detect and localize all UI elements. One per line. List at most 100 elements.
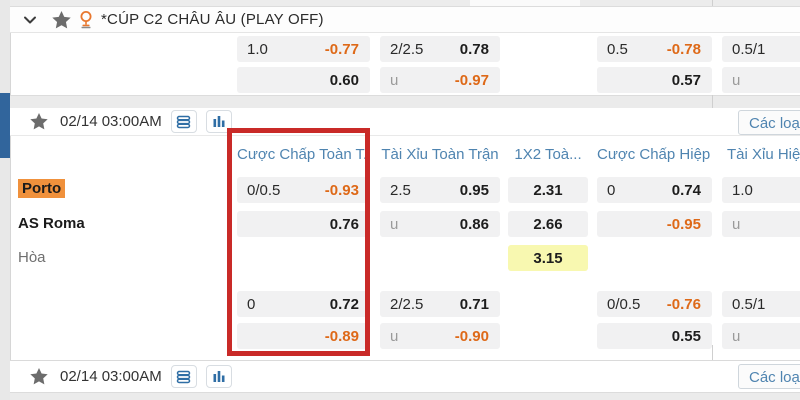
bet-types-button-top[interactable]: Các loại cược <box>738 110 800 135</box>
odds-cell[interactable]: 2/2.5 0.78 <box>380 36 500 62</box>
odds-value: -0.89 <box>324 327 359 345</box>
column-divider <box>712 345 713 360</box>
match-bar-top: 02/14 03:00AM <box>10 108 800 136</box>
odds-value: -0.78 <box>666 40 701 58</box>
cutoff-row-sliver: 3.45 <box>10 0 800 6</box>
match-datetime: 02/14 03:00AM <box>60 368 162 385</box>
odds-line: 2/2.5 <box>390 40 424 58</box>
odds-cell-home-overunder-h1[interactable]: 1.0 <box>722 177 800 203</box>
odds-cell-home-handicap-h1[interactable]: 0 0.74 <box>597 177 712 203</box>
favorite-star-icon[interactable] <box>30 368 48 385</box>
favorite-star-icon[interactable] <box>30 113 48 130</box>
column-header-overunder-ft: Tài Xỉu Toàn Trận <box>381 146 499 163</box>
stack-icon <box>177 370 191 383</box>
odds-cell[interactable]: 0/0.5 -0.76 <box>597 291 712 317</box>
odds-cell-away-handicap-h1[interactable]: -0.95 <box>597 211 712 237</box>
column-header-1x2-ft: 1X2 Toà... <box>514 146 582 163</box>
odds-value: 0.78 <box>459 40 489 58</box>
odds-value: 2.31 <box>533 181 563 199</box>
chevron-down-icon[interactable] <box>22 12 38 28</box>
column-header-overunder-h1: Tài Xỉu Hiệp 1 <box>727 146 800 163</box>
away-team-name: AS Roma <box>18 215 85 232</box>
cutoff-odds-value: 3.45 <box>470 0 580 6</box>
odds-value: -0.95 <box>666 215 701 233</box>
odds-cell-away-1x2[interactable]: 2.66 <box>508 211 588 237</box>
odds-value: 0.72 <box>329 295 359 313</box>
odds-line: u <box>732 71 741 89</box>
odds-value: 0.86 <box>459 215 489 233</box>
odds-line: u <box>390 327 399 345</box>
match-bar-bottom: 02/14 03:00AM <box>10 360 800 393</box>
left-scrollbar-thumb[interactable] <box>0 93 10 158</box>
odds-value: 0.57 <box>671 71 701 89</box>
odds-line: 1.0 <box>732 181 753 199</box>
column-divider <box>712 95 713 108</box>
odds-line: 0.5/1 <box>732 295 766 313</box>
column-header-handicap-h1: Cược Chấp Hiệp 1 <box>597 146 712 163</box>
europa-league-trophy-icon <box>79 10 93 29</box>
odds-cell-home-handicap[interactable]: 0/0.5 -0.93 <box>237 177 370 203</box>
odds-value: -0.93 <box>324 181 359 199</box>
odds-line: u <box>732 215 741 233</box>
odds-cell[interactable]: 0.5/1 <box>722 291 800 317</box>
bar-chart-icon <box>213 371 225 382</box>
bottom-band <box>10 392 800 400</box>
parlay-stack-icon-button[interactable] <box>170 365 197 388</box>
stats-chart-icon-button[interactable] <box>205 365 232 388</box>
odds-value: 0.76 <box>329 215 359 233</box>
odds-value: -0.97 <box>454 71 489 89</box>
league-title: *CÚP C2 CHÂU ÂU (PLAY OFF) <box>101 11 324 28</box>
odds-value: -0.90 <box>454 327 489 345</box>
odds-line: 2/2.5 <box>390 295 424 313</box>
stats-chart-icon-button[interactable] <box>205 110 232 133</box>
odds-line: 0/0.5 <box>247 181 281 199</box>
draw-label: Hòa <box>18 249 46 266</box>
odds-cell[interactable]: 0 0.72 <box>237 291 370 317</box>
odds-cell[interactable]: 2/2.5 0.71 <box>380 291 500 317</box>
odds-line: u <box>390 215 399 233</box>
odds-cell[interactable]: -0.89 <box>237 323 370 349</box>
odds-cell[interactable]: u -0.90 <box>380 323 500 349</box>
odds-cell[interactable]: 1.0 -0.77 <box>237 36 370 62</box>
odds-cell-away-handicap[interactable]: 0.76 <box>237 211 370 237</box>
column-header-handicap-ft: Cược Chấp Toàn T... <box>237 146 370 163</box>
odds-cell[interactable]: 0.60 <box>237 67 370 93</box>
odds-line: 1.0 <box>247 40 268 58</box>
odds-line: 0 <box>607 181 616 199</box>
odds-cell[interactable]: u <box>722 323 800 349</box>
parlay-stack-icon-button[interactable] <box>170 110 197 133</box>
odds-value: -0.77 <box>324 40 359 58</box>
odds-line: 0 <box>247 295 256 313</box>
odds-value: 3.15 <box>533 249 563 267</box>
odds-cell-away-overunder-h1[interactable]: u <box>722 211 800 237</box>
odds-cell[interactable]: u -0.97 <box>380 67 500 93</box>
league-header-bar: *CÚP C2 CHÂU ÂU (PLAY OFF) <box>10 6 800 33</box>
odds-cell[interactable]: 0.5 -0.78 <box>597 36 712 62</box>
odds-cell[interactable]: 0.5/1 <box>722 36 800 62</box>
odds-value: 0.71 <box>459 295 489 313</box>
odds-line: 0.5 <box>607 40 628 58</box>
odds-cell-home-1x2[interactable]: 2.31 <box>508 177 588 203</box>
odds-cell-away-overunder[interactable]: u 0.86 <box>380 211 500 237</box>
odds-value: 0.74 <box>671 181 701 199</box>
column-divider <box>712 0 713 6</box>
odds-value: 0.60 <box>329 71 359 89</box>
odds-line: 2.5 <box>390 181 411 199</box>
bet-types-button-bottom[interactable]: Các loại cược <box>738 364 800 389</box>
odds-line: u <box>390 71 399 89</box>
match-datetime: 02/14 03:00AM <box>60 113 162 130</box>
left-scrollbar-track[interactable] <box>0 0 11 400</box>
odds-cell-home-overunder[interactable]: 2.5 0.95 <box>380 177 500 203</box>
odds-cell[interactable]: 0.55 <box>597 323 712 349</box>
stack-icon <box>177 115 191 128</box>
league-star-icon[interactable] <box>52 10 71 29</box>
odds-line: 0/0.5 <box>607 295 641 313</box>
bar-chart-icon <box>213 116 225 127</box>
odds-value: 2.66 <box>533 215 563 233</box>
odds-cell[interactable]: 0.57 <box>597 67 712 93</box>
home-team-name: Porto <box>18 179 66 198</box>
odds-line: u <box>732 327 741 345</box>
odds-cell-draw-1x2[interactable]: 3.15 <box>508 245 588 271</box>
odds-cell[interactable]: u <box>722 67 800 93</box>
odds-value: 0.95 <box>459 181 489 199</box>
